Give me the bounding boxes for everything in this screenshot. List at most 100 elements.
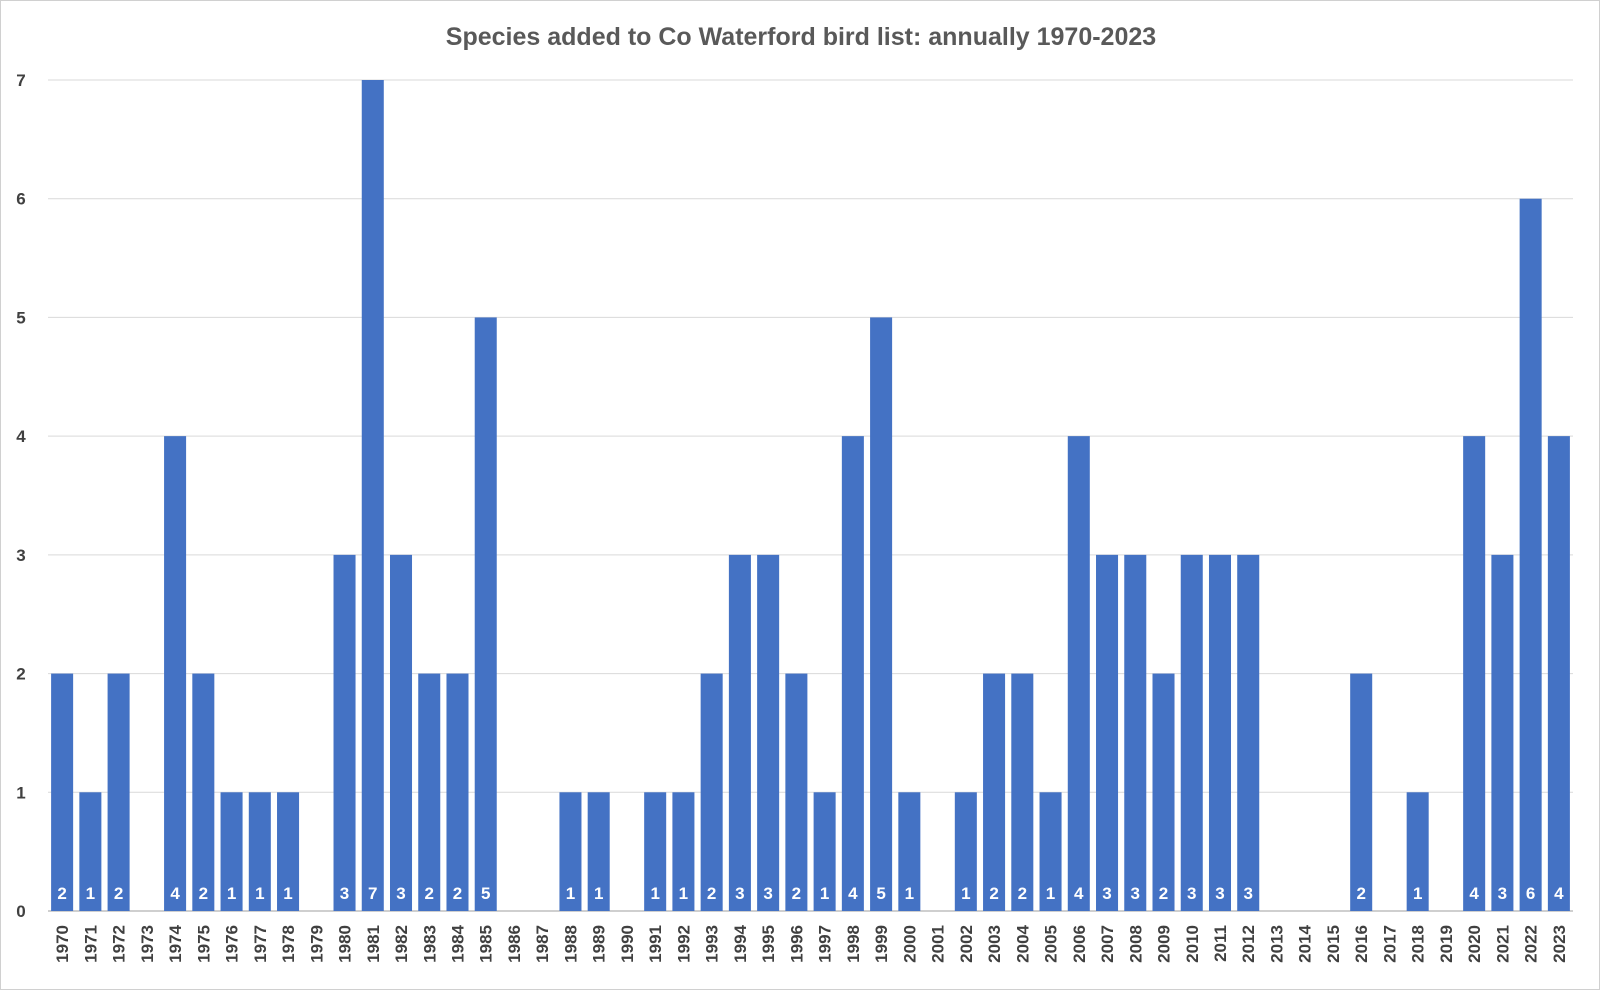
x-tick-label: 1983 bbox=[420, 925, 439, 963]
x-tick-label: 2015 bbox=[1324, 925, 1343, 963]
data-label-1984: 2 bbox=[453, 884, 462, 903]
x-tick-label: 1998 bbox=[844, 925, 863, 963]
x-tick-label: 2003 bbox=[985, 925, 1004, 963]
bar-1980 bbox=[333, 554, 356, 911]
bar-1981 bbox=[361, 80, 384, 911]
data-label-2008: 3 bbox=[1131, 884, 1140, 903]
x-tick-label: 2006 bbox=[1070, 925, 1089, 963]
y-tick-label: 0 bbox=[16, 902, 25, 921]
bar-1991 bbox=[644, 792, 667, 911]
bar-2016 bbox=[1350, 673, 1373, 911]
data-label-2016: 2 bbox=[1356, 884, 1365, 903]
chart-title: Species added to Co Waterford bird list:… bbox=[446, 23, 1156, 51]
x-tick-label: 2009 bbox=[1155, 925, 1174, 963]
x-tick-label: 1991 bbox=[646, 925, 665, 963]
data-label-1975: 2 bbox=[199, 884, 208, 903]
bar-1998 bbox=[841, 436, 864, 911]
bar-2023 bbox=[1547, 436, 1570, 911]
bar-2004 bbox=[1011, 673, 1034, 911]
data-label-1972: 2 bbox=[114, 884, 123, 903]
bar-2021 bbox=[1491, 554, 1514, 911]
data-label-2022: 6 bbox=[1526, 884, 1535, 903]
bar-1992 bbox=[672, 792, 695, 911]
x-tick-label: 1975 bbox=[194, 925, 213, 963]
x-tick-label: 2008 bbox=[1126, 925, 1145, 963]
data-label-1998: 4 bbox=[848, 884, 858, 903]
x-tick-label: 1976 bbox=[223, 925, 242, 963]
x-tick-label: 2020 bbox=[1465, 925, 1484, 963]
x-tick-label: 1985 bbox=[477, 925, 496, 963]
x-tick-label: 1984 bbox=[448, 924, 467, 962]
data-label-1992: 1 bbox=[679, 884, 688, 903]
data-label-1988: 1 bbox=[566, 884, 575, 903]
bar-1985 bbox=[474, 317, 497, 911]
x-tick-label: 1980 bbox=[336, 925, 355, 963]
bar-1999 bbox=[870, 317, 893, 911]
data-label-1977: 1 bbox=[255, 884, 264, 903]
bar-2008 bbox=[1124, 554, 1147, 911]
gridlines bbox=[48, 79, 1573, 912]
x-tick-label: 2011 bbox=[1211, 925, 1230, 962]
data-label-1997: 1 bbox=[820, 884, 829, 903]
data-label-2020: 4 bbox=[1469, 884, 1479, 903]
bar-1993 bbox=[700, 673, 723, 911]
x-tick-label: 1993 bbox=[703, 925, 722, 963]
data-label-1989: 1 bbox=[594, 884, 603, 903]
data-label-1983: 2 bbox=[425, 884, 434, 903]
x-tick-label: 1990 bbox=[618, 925, 637, 963]
y-axis-ticks: 0 1 2 3 4 5 6 7 bbox=[16, 71, 26, 921]
bar-1994 bbox=[728, 554, 751, 911]
x-tick-label: 2005 bbox=[1042, 925, 1061, 963]
bar-2009 bbox=[1152, 673, 1175, 911]
x-tick-label: 1992 bbox=[674, 925, 693, 963]
bar-1971 bbox=[79, 792, 102, 911]
bar-2005 bbox=[1039, 792, 1062, 911]
x-tick-label: 1978 bbox=[279, 925, 298, 963]
x-tick-label: 1974 bbox=[166, 924, 185, 962]
data-label-1982: 3 bbox=[396, 884, 405, 903]
x-tick-label: 2012 bbox=[1239, 925, 1258, 963]
bar-2006 bbox=[1067, 436, 1090, 911]
bar-1983 bbox=[418, 673, 441, 911]
bar-2000 bbox=[898, 792, 921, 911]
bar-2002 bbox=[954, 792, 977, 911]
x-tick-label: 2000 bbox=[900, 925, 919, 963]
bar-2010 bbox=[1180, 554, 1203, 911]
x-tick-label: 2019 bbox=[1437, 925, 1456, 963]
data-label-1993: 2 bbox=[707, 884, 716, 903]
x-tick-label: 1994 bbox=[731, 924, 750, 962]
bar-1976 bbox=[220, 792, 243, 911]
data-label-1999: 5 bbox=[876, 884, 885, 903]
x-tick-label: 2013 bbox=[1267, 925, 1286, 963]
bar-1989 bbox=[587, 792, 610, 911]
x-tick-label: 1995 bbox=[759, 925, 778, 963]
x-tick-label: 1981 bbox=[364, 925, 383, 963]
x-tick-label: 1999 bbox=[872, 925, 891, 963]
data-label-1970: 2 bbox=[57, 884, 66, 903]
bar-2007 bbox=[1096, 554, 1119, 911]
bar-1970 bbox=[51, 673, 74, 911]
x-tick-label: 2001 bbox=[929, 925, 948, 963]
data-label-2004: 2 bbox=[1018, 884, 1027, 903]
data-label-1974: 4 bbox=[170, 884, 180, 903]
data-label-1995: 3 bbox=[763, 884, 772, 903]
bars bbox=[51, 80, 1570, 911]
data-label-2000: 1 bbox=[905, 884, 914, 903]
data-label-2003: 2 bbox=[989, 884, 998, 903]
x-tick-label: 2002 bbox=[957, 925, 976, 963]
x-tick-label: 1979 bbox=[307, 925, 326, 963]
x-tick-label: 1972 bbox=[110, 925, 129, 963]
data-label-1980: 3 bbox=[340, 884, 349, 903]
x-axis-ticks: 1970 1971 1972 1973 1974 1975 1976 1977 1978 1979… bbox=[53, 924, 1569, 962]
x-tick-label: 1996 bbox=[787, 925, 806, 963]
x-tick-label: 1997 bbox=[816, 925, 835, 963]
data-label-2010: 3 bbox=[1187, 884, 1196, 903]
data-label-1991: 1 bbox=[650, 884, 659, 903]
data-label-2006: 4 bbox=[1074, 884, 1084, 903]
y-tick-label: 6 bbox=[16, 190, 25, 209]
y-tick-label: 3 bbox=[16, 546, 25, 565]
data-label-1985: 5 bbox=[481, 884, 490, 903]
bar-1997 bbox=[813, 792, 836, 911]
x-tick-label: 2022 bbox=[1522, 925, 1541, 963]
